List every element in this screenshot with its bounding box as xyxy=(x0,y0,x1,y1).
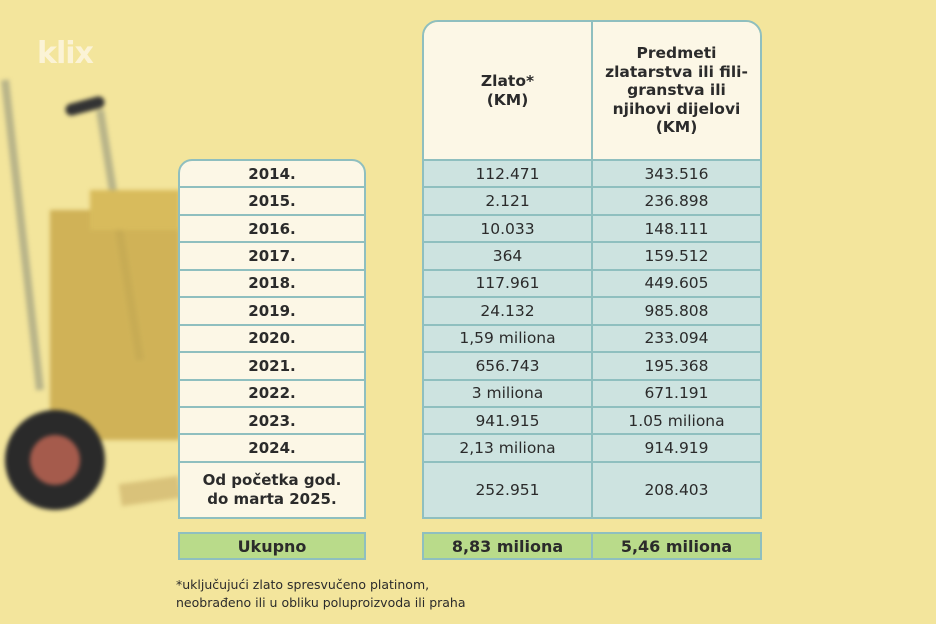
year-cell: 2020. xyxy=(180,326,364,354)
values-table: Zlato* (KM) Predmeti zlatarstva ili fili… xyxy=(422,20,762,519)
year-cell: 2024. xyxy=(180,435,364,463)
table-row: 2,13 miliona 914.919 xyxy=(424,435,760,463)
gold-value-cell: 2.121 xyxy=(424,188,593,214)
jewelry-value-cell: 236.898 xyxy=(644,192,709,211)
table-row: 252.951 208.403 xyxy=(424,462,760,517)
table-row: 2.121 236.898 xyxy=(424,188,760,216)
gold-value-cell: 2,13 miliona xyxy=(424,435,593,461)
year-cell: 2015. xyxy=(180,188,364,216)
jewelry-value-cell: 449.605 xyxy=(644,274,709,293)
total-gold: 8,83 miliona xyxy=(422,532,593,560)
gold-cart-illustration xyxy=(1,79,182,510)
jewelry-value-cell: 233.094 xyxy=(644,329,709,348)
header-jewelry: Predmeti zlatarstva ili fili- granstva i… xyxy=(605,44,748,137)
gold-value-cell: 1,59 miliona xyxy=(424,325,593,352)
jewelry-value-cell: 208.403 xyxy=(644,480,709,499)
total-label: Ukupno xyxy=(178,532,366,560)
gold-value-cell: 252.951 xyxy=(424,462,593,517)
year-cell: Od početka god. do marta 2025. xyxy=(202,471,342,508)
jewelry-value-cell: 195.368 xyxy=(644,356,709,375)
footnote-line: neobrađeno ili u obliku poluproizvoda il… xyxy=(176,595,466,611)
year-cell: 2022. xyxy=(180,381,364,408)
year-cell: 2016. xyxy=(180,216,364,244)
jewelry-value-cell: 343.516 xyxy=(644,164,709,183)
jewelry-value-cell: 985.808 xyxy=(644,301,709,320)
table-row: 117.961 449.605 xyxy=(424,270,760,299)
year-cell: 2019. xyxy=(180,298,364,326)
year-column: 2014. 2015. 2016. 2017. 2018. 2019. 2020… xyxy=(178,159,366,519)
jewelry-value-cell: 914.919 xyxy=(644,439,709,458)
year-cell: 2023. xyxy=(180,408,364,436)
gold-value-cell: 364 xyxy=(424,243,593,269)
year-cell: 2017. xyxy=(180,243,364,271)
total-jewelry: 5,46 miliona xyxy=(591,532,762,560)
gold-value-cell: 941.915 xyxy=(424,407,593,434)
table-header: Zlato* (KM) Predmeti zlatarstva ili fili… xyxy=(424,22,760,161)
klix-logo: klix xyxy=(37,36,94,71)
table-row: 24.132 985.808 xyxy=(424,298,760,326)
header-gold: Zlato* (KM) xyxy=(424,22,593,159)
jewelry-value-cell: 1.05 miliona xyxy=(628,411,725,430)
gold-value-cell: 112.471 xyxy=(424,161,593,187)
table-row: 941.915 1.05 miliona xyxy=(424,407,760,436)
gold-value-cell: 656.743 xyxy=(424,353,593,379)
gold-value-cell: 10.033 xyxy=(424,215,593,242)
table-row: 364 159.512 xyxy=(424,243,760,271)
year-cell: 2014. xyxy=(180,161,364,189)
year-cell: 2018. xyxy=(180,271,364,299)
gold-value-cell: 117.961 xyxy=(424,270,593,297)
footnote: *uključujući zlato spresvučeno platinom,… xyxy=(176,576,466,612)
footnote-line: *uključujući zlato spresvučeno platinom, xyxy=(176,577,430,592)
jewelry-value-cell: 159.512 xyxy=(644,247,709,266)
jewelry-value-cell: 148.111 xyxy=(644,219,709,238)
table-row: 656.743 195.368 xyxy=(424,353,760,381)
table-row: 10.033 148.111 xyxy=(424,215,760,244)
table-row: 112.471 343.516 xyxy=(424,161,760,189)
gold-value-cell: 24.132 xyxy=(424,298,593,324)
year-cell: 2021. xyxy=(180,353,364,381)
gold-value-cell: 3 miliona xyxy=(424,380,593,406)
table-row: 3 miliona 671.191 xyxy=(424,380,760,408)
table-row: 1,59 miliona 233.094 xyxy=(424,325,760,354)
jewelry-value-cell: 671.191 xyxy=(644,384,709,403)
